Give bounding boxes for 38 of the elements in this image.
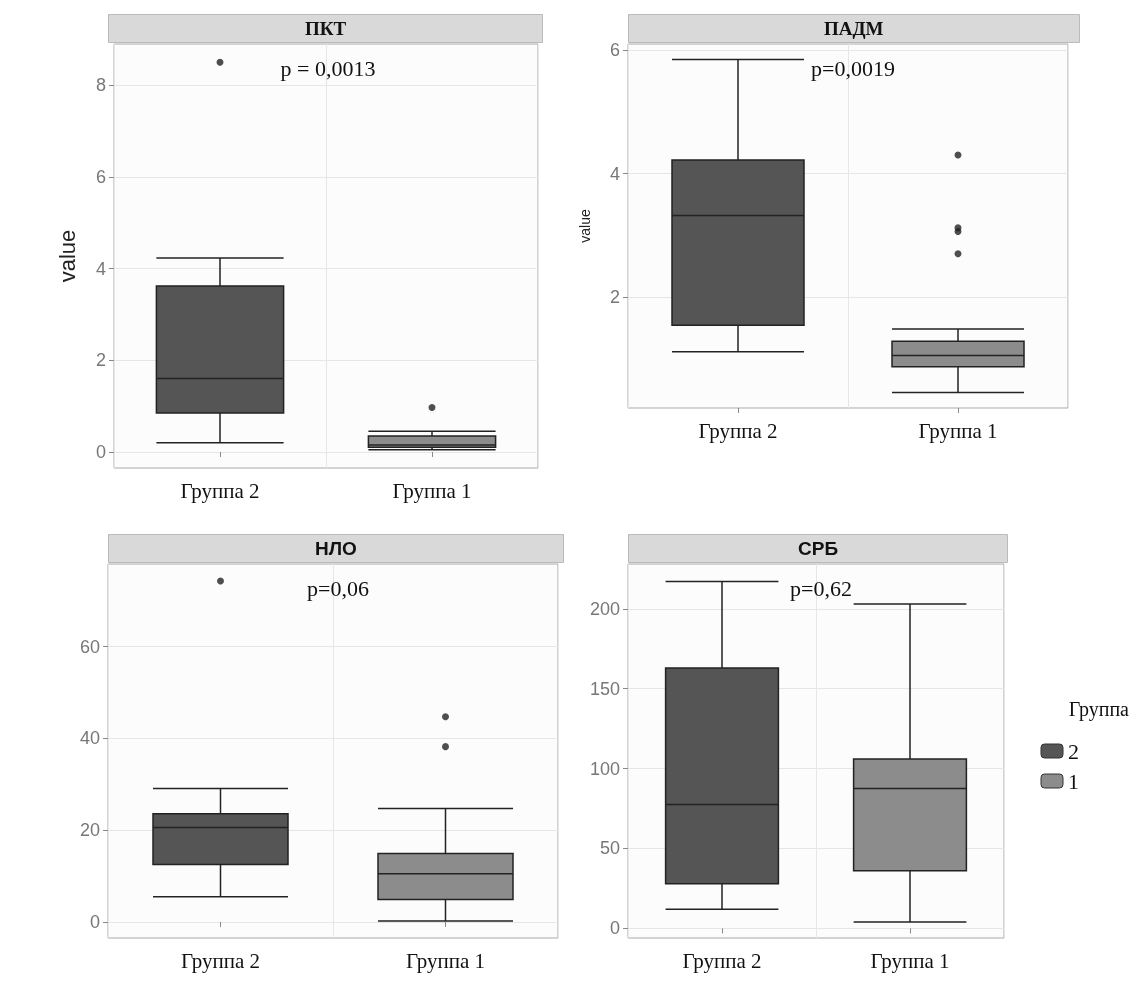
x-tick-label: Группа 1: [392, 478, 472, 503]
y-tick-label: 2: [95, 350, 106, 371]
chart-title: СРБ: [798, 538, 839, 559]
chart-title: ПКТ: [305, 18, 347, 39]
y-tick-label: 60: [79, 636, 100, 657]
y-tick-label: 4: [609, 163, 620, 184]
y-tick-label: 0: [609, 918, 620, 939]
x-tick-label: Группа 1: [918, 418, 998, 443]
x-tick-label: Группа 2: [698, 418, 778, 443]
y-tick-label: 4: [95, 258, 106, 279]
annotation: p = 0,0013: [280, 55, 376, 81]
annotation: p=0,62: [790, 575, 852, 601]
y-tick-label: 200: [589, 598, 620, 619]
y-tick-label: 6: [95, 166, 106, 187]
annotation: p=0,06: [307, 575, 369, 601]
annotation: p=0,0019: [811, 55, 895, 81]
y-axis-title: value: [54, 229, 80, 283]
x-tick-label: Группа 2: [180, 478, 260, 503]
y-tick-label: 100: [589, 758, 620, 779]
x-tick-label: Группа 1: [870, 948, 950, 973]
x-tick-label: Группа 2: [682, 948, 762, 973]
y-tick-label: 50: [599, 838, 620, 859]
y-tick-label: 6: [609, 40, 620, 61]
x-tick-label: Группа 1: [405, 948, 486, 973]
y-tick-label: 40: [79, 728, 100, 749]
y-tick-label: 2: [609, 286, 620, 307]
y-axis-title: value: [577, 209, 593, 243]
y-tick-label: 0: [89, 911, 100, 932]
y-tick-label: 20: [79, 820, 100, 841]
legend-label: 2: [1068, 738, 1079, 764]
x-tick-label: Группа 2: [180, 948, 261, 973]
y-tick-label: 8: [95, 75, 106, 96]
legend-title: Группа: [1068, 697, 1130, 721]
y-tick-label: 0: [95, 441, 106, 462]
legend-label: 1: [1068, 768, 1079, 794]
chart-title: ПАДМ: [824, 18, 884, 39]
chart-title: НЛО: [315, 538, 357, 559]
y-tick-label: 150: [589, 678, 620, 699]
